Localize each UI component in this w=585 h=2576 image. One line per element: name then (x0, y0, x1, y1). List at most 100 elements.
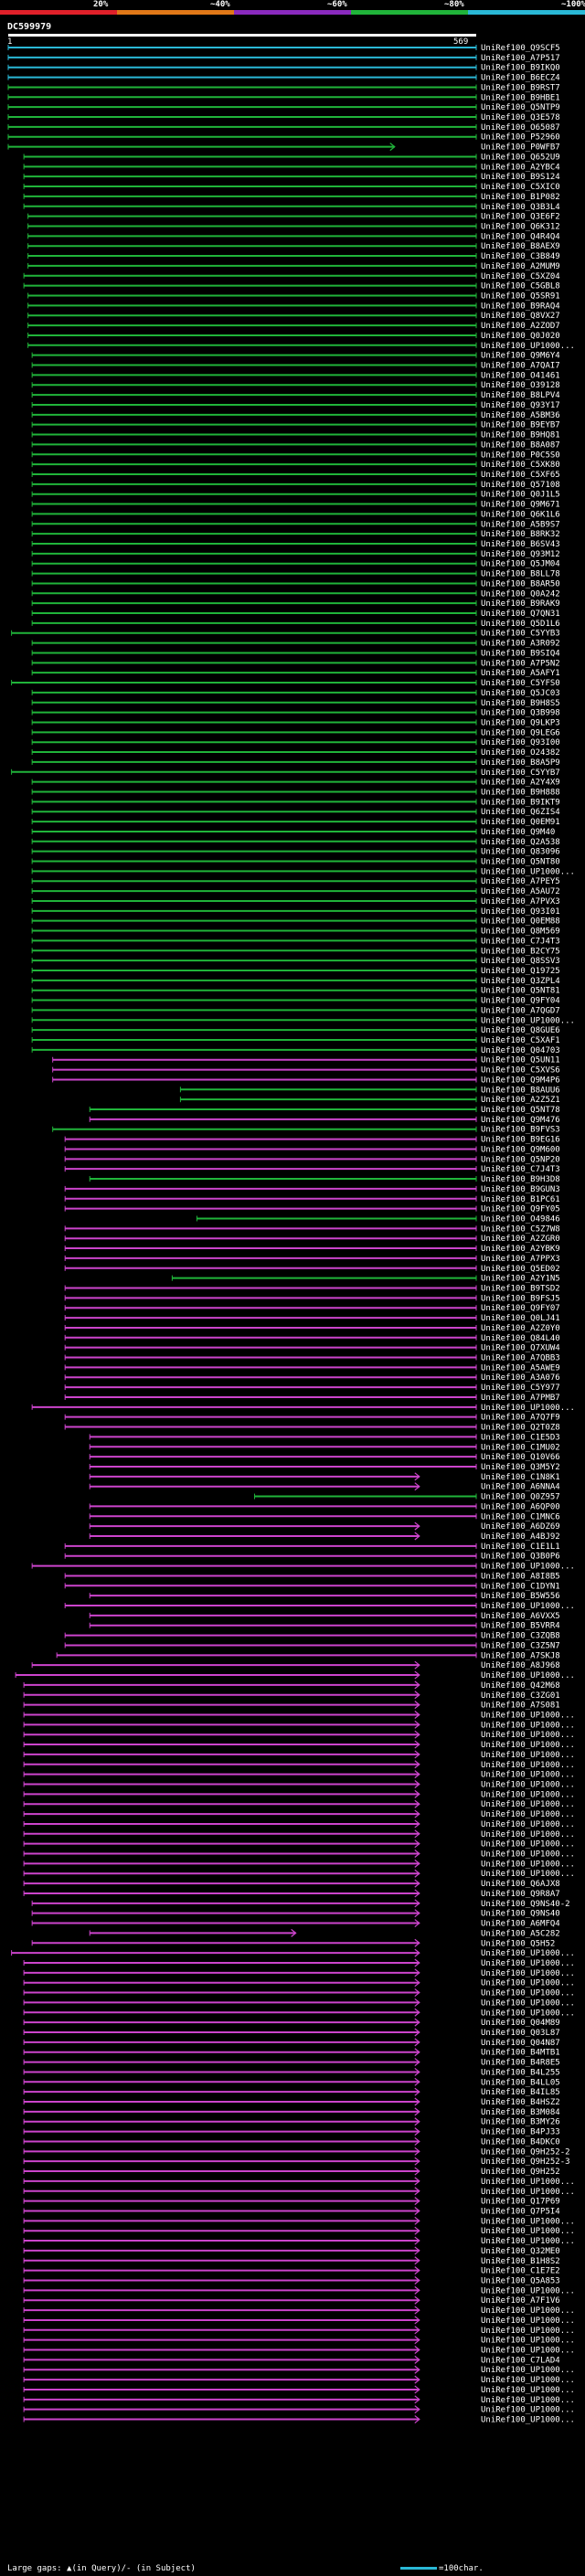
hit-label[interactable]: UniRef100_A7S081 (481, 1701, 560, 1711)
hit-label[interactable]: UniRef100_Q04703 (481, 1046, 560, 1055)
hit-label[interactable]: UniRef100_UP1000... (481, 1989, 575, 1998)
hit-label[interactable]: UniRef100_UP1000... (481, 2286, 575, 2295)
hit-label[interactable]: UniRef100_A8J968 (481, 1661, 560, 1670)
hit-label[interactable]: UniRef100_Q9FY05 (481, 1205, 560, 1214)
hit-label[interactable]: UniRef100_Q17P69 (481, 2198, 560, 2207)
hit-label[interactable]: UniRef100_Q0A242 (481, 589, 560, 599)
hit-label[interactable]: UniRef100_A7PMB7 (481, 1394, 560, 1403)
hit-label[interactable]: UniRef100_O65087 (481, 123, 560, 133)
hit-label[interactable]: UniRef100_B4PJ33 (481, 2128, 560, 2137)
hit-label[interactable]: UniRef100_A5BM36 (481, 411, 560, 420)
hit-label[interactable]: UniRef100_Q3E6F2 (481, 213, 560, 222)
hit-label[interactable]: UniRef100_UP1000... (481, 2306, 575, 2316)
hit-label[interactable]: UniRef100_B8RK32 (481, 530, 560, 539)
hit-label[interactable]: UniRef100_Q5NT78 (481, 1106, 560, 1115)
hit-label[interactable]: UniRef100_A2Z0Y0 (481, 1324, 560, 1333)
hit-label[interactable]: UniRef100_A2YBK9 (481, 1245, 560, 1254)
hit-label[interactable]: UniRef100_UP1000... (481, 1721, 575, 1730)
hit-label[interactable]: UniRef100_UP1000... (481, 2386, 575, 2395)
hit-label[interactable]: UniRef100_B9IKT9 (481, 798, 560, 807)
hit-label[interactable]: UniRef100_B8AR50 (481, 579, 560, 588)
hit-label[interactable]: UniRef100_Q4R4Q4 (481, 232, 560, 241)
hit-label[interactable]: UniRef100_Q3M5Y2 (481, 1463, 560, 1472)
hit-label[interactable]: UniRef100_Q3B998 (481, 709, 560, 718)
hit-label[interactable]: UniRef100_Q9M476 (481, 1116, 560, 1125)
hit-label[interactable]: UniRef100_B1PC61 (481, 1195, 560, 1204)
hit-label[interactable]: UniRef100_Q93Y17 (481, 401, 560, 410)
hit-label[interactable]: UniRef100_UP1000... (481, 1949, 575, 1958)
hit-label[interactable]: UniRef100_Q9LEG6 (481, 728, 560, 737)
hit-label[interactable]: UniRef100_B3MY26 (481, 2118, 560, 2127)
hit-label[interactable]: UniRef100_A7Q7F9 (481, 1414, 560, 1423)
hit-label[interactable]: UniRef100_A7QAI7 (481, 362, 560, 371)
hit-label[interactable]: UniRef100_B8LL78 (481, 570, 560, 579)
hit-label[interactable]: UniRef100_UP1000... (481, 1771, 575, 1780)
hit-label[interactable]: UniRef100_UP1000... (481, 1800, 575, 1809)
hit-label[interactable]: UniRef100_Q5SR91 (481, 292, 560, 302)
hit-label[interactable]: UniRef100_A3A076 (481, 1373, 560, 1383)
hit-label[interactable]: UniRef100_B4R8E5 (481, 2059, 560, 2068)
hit-label[interactable]: UniRef100_UP1000... (481, 1810, 575, 1819)
hit-label[interactable]: UniRef100_UP1000... (481, 2227, 575, 2236)
hit-label[interactable]: UniRef100_C5Z7W8 (481, 1224, 560, 1234)
hit-label[interactable]: UniRef100_A5C282 (481, 1929, 560, 1938)
hit-label[interactable]: UniRef100_B8AUU6 (481, 1086, 560, 1095)
hit-label[interactable]: UniRef100_C1E5D3 (481, 1433, 560, 1442)
hit-label[interactable]: UniRef100_Q5JM04 (481, 560, 560, 569)
hit-label[interactable]: UniRef100_Q2A538 (481, 838, 560, 847)
hit-label[interactable]: UniRef100_A6VXX5 (481, 1612, 560, 1621)
hit-label[interactable]: UniRef100_Q9M40 (481, 828, 555, 837)
hit-label[interactable]: UniRef100_Q6K1L6 (481, 510, 560, 519)
hit-label[interactable]: UniRef100_B5W556 (481, 1592, 560, 1601)
hit-label[interactable]: UniRef100_Q7P5I4 (481, 2207, 560, 2216)
hit-label[interactable]: UniRef100_Q5UN11 (481, 1056, 560, 1065)
hit-label[interactable]: UniRef100_Q19725 (481, 967, 560, 976)
hit-label[interactable]: UniRef100_B9RAK9 (481, 599, 560, 609)
hit-label[interactable]: UniRef100_UP1000... (481, 1830, 575, 1839)
hit-label[interactable]: UniRef100_B9H888 (481, 789, 560, 798)
hit-label[interactable]: UniRef100_UP1000... (481, 1790, 575, 1799)
hit-label[interactable]: UniRef100_B9TSD2 (481, 1285, 560, 1294)
hit-label[interactable]: UniRef100_C5XVS6 (481, 1066, 560, 1076)
hit-label[interactable]: UniRef100_Q5NT81 (481, 987, 560, 996)
hit-label[interactable]: UniRef100_UP1000... (481, 1840, 575, 1850)
hit-label[interactable]: UniRef100_A2ZGR0 (481, 1235, 560, 1244)
hit-label[interactable]: UniRef100_Q04M89 (481, 2019, 560, 2028)
hit-label[interactable]: UniRef100_B4HSZ2 (481, 2098, 560, 2107)
hit-label[interactable]: UniRef100_A2YBC4 (481, 163, 560, 172)
hit-label[interactable]: UniRef100_C5YYB3 (481, 630, 560, 639)
hit-label[interactable]: UniRef100_UP1000... (481, 2347, 575, 2356)
hit-label[interactable]: UniRef100_Q9FY04 (481, 997, 560, 1006)
hit-label[interactable]: UniRef100_Q9M4P6 (481, 1076, 560, 1085)
hit-label[interactable]: UniRef100_UP1000... (481, 2217, 575, 2226)
hit-label[interactable]: UniRef100_Q0J020 (481, 332, 560, 341)
hit-label[interactable]: UniRef100_B4LL05 (481, 2078, 560, 2087)
hit-label[interactable]: UniRef100_B9H8S5 (481, 699, 560, 708)
hit-label[interactable]: UniRef100_Q9LKP3 (481, 718, 560, 727)
hit-label[interactable]: UniRef100_C7J4T3 (481, 1165, 560, 1174)
hit-label[interactable]: UniRef100_C5GBL8 (481, 282, 560, 292)
hit-label[interactable]: UniRef100_Q8VX27 (481, 312, 560, 321)
hit-label[interactable]: UniRef100_Q9NS40-2 (481, 1900, 570, 1909)
hit-label[interactable]: UniRef100_A5AWE9 (481, 1363, 560, 1373)
hit-label[interactable]: UniRef100_Q7XUW4 (481, 1344, 560, 1353)
hit-label[interactable]: UniRef100_UP1000... (481, 1016, 575, 1025)
hit-label[interactable]: UniRef100_Q3E578 (481, 113, 560, 122)
hit-label[interactable]: UniRef100_Q5NTP9 (481, 103, 560, 112)
hit-label[interactable]: UniRef100_UP1000... (481, 2316, 575, 2326)
hit-label[interactable]: UniRef100_Q42M68 (481, 1681, 560, 1691)
hit-label[interactable]: UniRef100_B8AEX9 (481, 242, 560, 251)
hit-label[interactable]: UniRef100_UP1000... (481, 1563, 575, 1572)
hit-label[interactable]: UniRef100_B9HQ81 (481, 431, 560, 440)
hit-label[interactable]: UniRef100_A7P517 (481, 54, 560, 63)
hit-label[interactable]: UniRef100_A2ZOD7 (481, 322, 560, 331)
hit-label[interactable]: UniRef100_C1E1L1 (481, 1542, 560, 1552)
hit-label[interactable]: UniRef100_Q5D1L6 (481, 620, 560, 629)
hit-label[interactable]: UniRef100_UP1000... (481, 1741, 575, 1750)
hit-label[interactable]: UniRef100_Q5A853 (481, 2277, 560, 2286)
hit-label[interactable]: UniRef100_Q9FY07 (481, 1304, 560, 1313)
hit-label[interactable]: UniRef100_B3M084 (481, 2108, 560, 2117)
hit-label[interactable]: UniRef100_P0C5S0 (481, 451, 560, 460)
hit-label[interactable]: UniRef100_A6DZ69 (481, 1522, 560, 1532)
hit-label[interactable]: UniRef100_C1MNC6 (481, 1512, 560, 1521)
